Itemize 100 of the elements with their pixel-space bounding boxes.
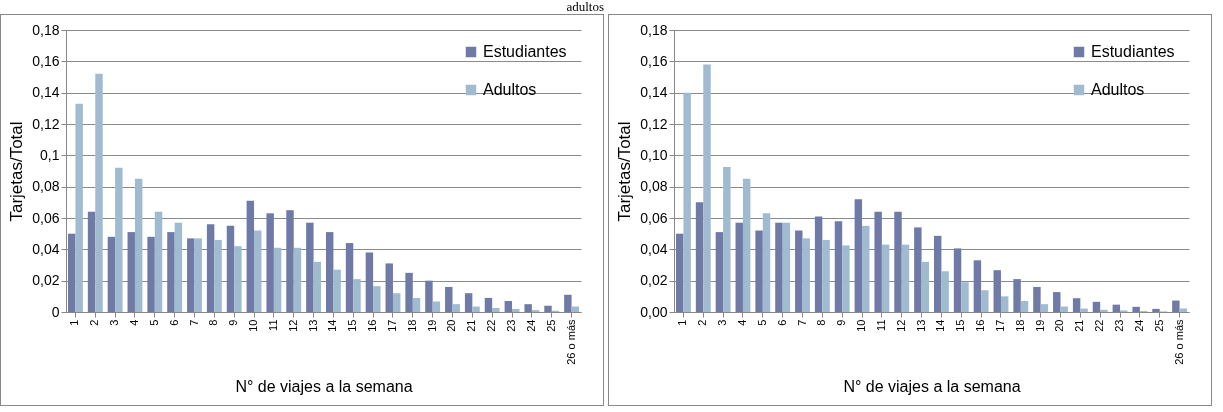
x-tick-label: 3 xyxy=(108,319,121,326)
bar xyxy=(742,178,751,312)
x-tick-label: 15 xyxy=(954,319,967,332)
y-tick-label: 0,06 xyxy=(32,209,60,226)
bar xyxy=(1132,306,1140,312)
x-tick-label: 16 xyxy=(366,319,379,332)
y-tick-label: 0,02 xyxy=(32,272,60,289)
x-tick-label: 6 xyxy=(167,319,180,326)
bar xyxy=(127,232,135,312)
bar xyxy=(147,236,155,312)
bar xyxy=(901,244,910,312)
bar xyxy=(795,230,803,312)
bar xyxy=(675,233,684,312)
x-tick-label: 4 xyxy=(127,319,140,326)
x-tick-label: 20 xyxy=(1053,319,1066,332)
x-tick-label: 10 xyxy=(247,319,260,332)
bar xyxy=(484,297,493,312)
x-tick-label: 11 xyxy=(266,319,279,331)
bar xyxy=(187,238,195,312)
x-tick-label: 4 xyxy=(735,319,748,326)
legend-label: Adultos xyxy=(483,81,537,98)
bar xyxy=(695,202,704,312)
bar xyxy=(973,260,982,312)
bar xyxy=(254,230,262,312)
y-axis-title: Tarjetas/Total xyxy=(615,121,635,222)
bar xyxy=(953,248,962,312)
bar xyxy=(544,305,552,312)
bar xyxy=(862,225,870,312)
bar xyxy=(392,293,401,312)
y-tick-label: 0,18 xyxy=(640,21,668,38)
bar xyxy=(432,301,441,312)
bar xyxy=(345,243,354,312)
bar xyxy=(174,222,183,312)
x-tick-label: 26 o más xyxy=(1172,319,1185,365)
x-tick-label: 21 xyxy=(1073,319,1086,332)
bar xyxy=(921,261,930,312)
bar xyxy=(524,304,532,312)
bar xyxy=(802,238,810,312)
bar xyxy=(333,269,341,312)
y-tick-label: 0,14 xyxy=(32,84,60,101)
bar xyxy=(1020,301,1029,312)
bar xyxy=(67,233,76,312)
legend-label: Estudiantes xyxy=(483,43,567,60)
bar xyxy=(412,297,421,312)
bar xyxy=(445,286,453,312)
x-tick-label: 25 xyxy=(1152,319,1165,332)
legend-label: Estudiantes xyxy=(1091,43,1175,60)
y-tick-label: 0,10 xyxy=(640,146,668,163)
y-tick-label: 0,04 xyxy=(32,240,60,257)
bar xyxy=(1053,292,1061,312)
bar xyxy=(981,290,989,312)
bar xyxy=(762,213,771,312)
bar xyxy=(894,211,902,312)
x-tick-label: 19 xyxy=(1033,319,1046,332)
x-tick-label: 14 xyxy=(934,319,947,332)
bar xyxy=(194,238,202,312)
bar xyxy=(1060,306,1068,312)
x-tick-label: 2 xyxy=(88,319,101,326)
y-tick-label: 0,08 xyxy=(640,178,668,195)
bar xyxy=(1100,309,1108,312)
bar xyxy=(405,272,413,312)
y-tick-label: 0,12 xyxy=(640,115,668,132)
y-tick-label: 0 xyxy=(51,303,60,320)
bar xyxy=(234,246,242,312)
bar xyxy=(941,271,949,312)
x-tick-label: 23 xyxy=(1113,319,1126,332)
bar xyxy=(134,178,143,312)
x-tick-label: 12 xyxy=(286,319,299,332)
bar xyxy=(914,227,922,312)
bar xyxy=(775,222,783,312)
x-tick-label: 17 xyxy=(385,319,398,332)
x-tick-label: 16 xyxy=(974,319,987,332)
x-tick-label: 21 xyxy=(465,319,478,332)
legend-label: Adultos xyxy=(1091,81,1145,98)
x-tick-label: 7 xyxy=(187,319,200,326)
bar xyxy=(226,225,235,312)
bar xyxy=(266,213,274,312)
x-tick-label: 10 xyxy=(855,319,868,332)
y-tick-label: 0,1 xyxy=(40,146,60,163)
bar xyxy=(504,301,513,312)
y-tick-label: 0,08 xyxy=(32,178,60,195)
bar xyxy=(755,230,763,312)
x-tick-label: 18 xyxy=(405,319,418,332)
bar xyxy=(715,232,724,312)
bar xyxy=(464,293,473,312)
bar xyxy=(325,232,334,312)
bar xyxy=(365,252,374,312)
bar xyxy=(933,235,942,312)
x-axis-title: N° de viajes a la semana xyxy=(843,377,1021,395)
y-tick-label: 0,12 xyxy=(32,115,60,132)
x-tick-label: 1 xyxy=(68,319,81,326)
x-tick-label: 22 xyxy=(1093,319,1106,332)
x-tick-label: 7 xyxy=(795,319,808,326)
bar xyxy=(452,304,460,312)
bar xyxy=(87,211,96,312)
x-tick-label: 20 xyxy=(445,319,458,332)
x-tick-label: 8 xyxy=(815,319,828,326)
y-tick-label: 0,14 xyxy=(640,84,668,101)
bar xyxy=(273,247,282,312)
bar xyxy=(512,309,520,312)
